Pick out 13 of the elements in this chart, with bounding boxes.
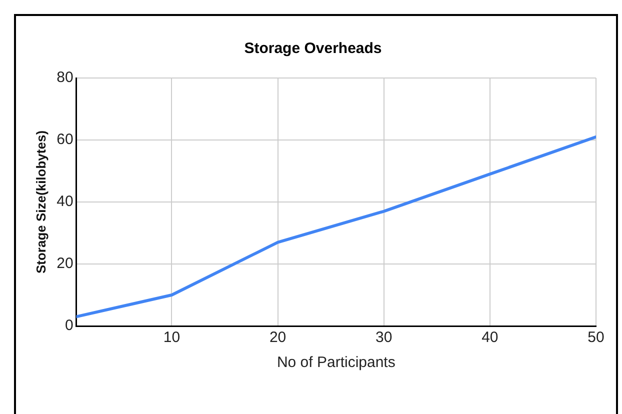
y-tick-label: 20 [56,255,74,272]
x-tick-label: 20 [269,329,286,346]
y-tick-label: 60 [56,131,74,148]
x-tick-label: 50 [588,329,604,346]
chart-title: Storage Overheads [244,40,382,58]
y-axis-title: Storage Size(kilobytes) [33,130,48,274]
y-tick-label: 40 [56,193,74,210]
x-tick-label: 40 [482,329,498,346]
y-tick-label: 80 [56,69,74,86]
x-tick-label: 30 [376,329,392,346]
y-tick-label: 0 [64,317,74,334]
x-tick-label: 10 [163,329,180,346]
x-axis-title: No of Participants [276,354,396,372]
